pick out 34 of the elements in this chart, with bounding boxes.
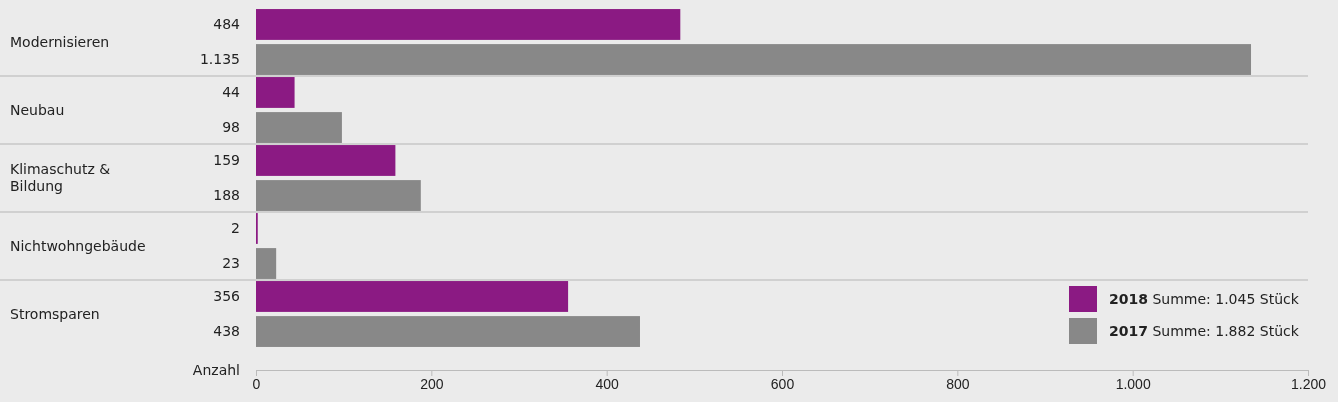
data-label: 356 xyxy=(213,288,241,305)
bar xyxy=(256,316,640,347)
y-tick-label: Neubau xyxy=(10,101,65,118)
data-label: 98 xyxy=(222,119,240,136)
x-tick-label: 0 xyxy=(252,375,261,392)
x-tick-label: 600 xyxy=(770,375,795,392)
bar xyxy=(256,77,295,108)
data-label: 159 xyxy=(213,152,240,169)
x-tick-label: 1.000 xyxy=(1115,375,1151,392)
bar xyxy=(256,248,277,279)
y-tick-label: Nichtwohngebäude xyxy=(10,237,146,254)
data-label: 23 xyxy=(222,255,240,272)
data-label: 2 xyxy=(231,220,240,237)
x-tick-label: 400 xyxy=(595,375,620,392)
data-label: 484 xyxy=(213,16,241,33)
x-tick-label: 200 xyxy=(420,375,444,392)
legend-label: 2017 Summe: 1.882 Stück xyxy=(1109,322,1300,339)
data-label: 188 xyxy=(213,187,240,204)
y-tick-label: Stromsparen xyxy=(10,305,100,322)
bar xyxy=(256,112,342,143)
data-label: 1.135 xyxy=(199,51,240,68)
data-label: 438 xyxy=(213,323,240,340)
x-tick-label: 1.200 xyxy=(1290,375,1327,392)
y-tick-label: Klimaschutz & Bildung xyxy=(10,160,111,195)
x-tick-label: 800 xyxy=(946,375,970,392)
bar xyxy=(256,44,1252,75)
data-label: 44 xyxy=(222,84,241,101)
x-axis-title: Anzahl xyxy=(192,362,240,378)
bar xyxy=(256,9,681,40)
bar xyxy=(256,145,396,176)
y-tick-label: Modernisieren xyxy=(10,33,110,50)
bar xyxy=(256,281,569,312)
bar xyxy=(256,180,421,211)
legend-label: 2018 Summe: 1.045 Stück xyxy=(1109,290,1300,307)
